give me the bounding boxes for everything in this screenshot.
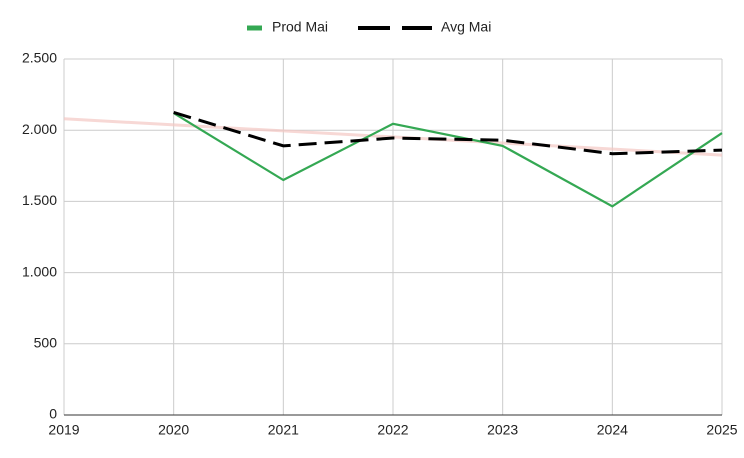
y-tick-label: 2.500 [22,50,57,66]
legend-label: Avg Mai [441,19,491,35]
x-tick-label: 2024 [597,422,628,438]
series-line [173,110,723,156]
x-tick-label: 2020 [158,422,189,438]
x-tick-label: 2019 [48,422,79,438]
y-tick-label: 500 [34,335,58,351]
series-line [173,112,723,208]
legend-label: Prod Mai [272,19,328,35]
x-tick-label: 2023 [487,422,518,438]
y-tick-label: 2.000 [22,121,57,137]
x-tick-label: 2025 [706,422,737,438]
x-tick-label: 2022 [377,422,408,438]
y-tick-label: 1.000 [22,263,57,279]
y-tick-label: 1.500 [22,192,57,208]
y-tick-label: 0 [49,406,57,422]
x-tick-label: 2021 [268,422,299,438]
